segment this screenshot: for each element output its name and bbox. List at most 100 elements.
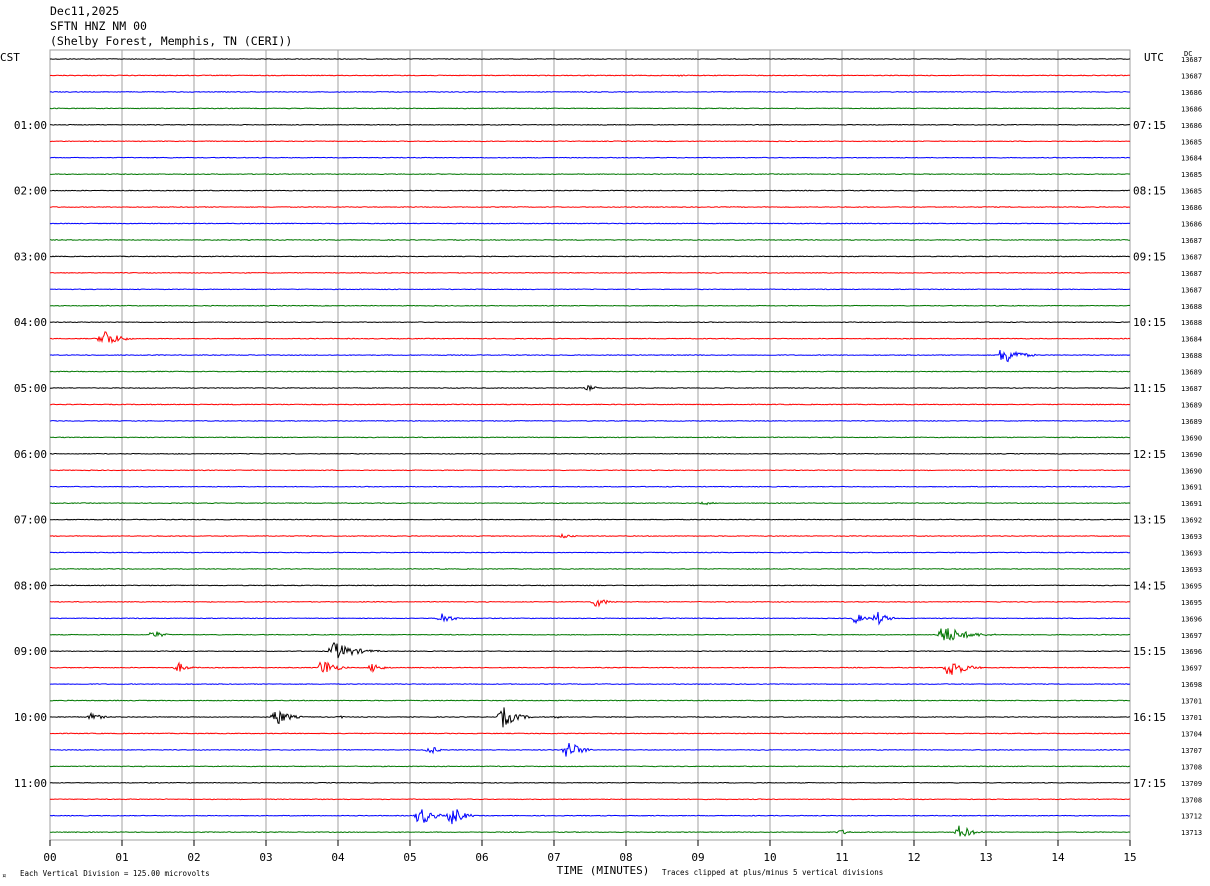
dc-offset-label: 13686 [1181, 204, 1202, 212]
dc-offset-label: 13696 [1181, 648, 1202, 656]
dc-offset-label: 13686 [1181, 105, 1202, 113]
dc-label: DC [1184, 50, 1192, 58]
trace-28 [50, 518, 1131, 521]
dc-offset-label: 13691 [1181, 500, 1202, 508]
dc-offset-label: 13687 [1181, 253, 1202, 261]
dc-offset-label: 13696 [1181, 615, 1202, 623]
x-tick-label-03: 03 [259, 851, 272, 864]
left-hour-label: 09:00 [14, 645, 47, 658]
trace-24 [49, 452, 1131, 455]
dc-offset-label: 13708 [1181, 763, 1202, 771]
left-hour-label: 03:00 [14, 250, 47, 263]
dc-offset-label: 13712 [1181, 813, 1202, 821]
x-tick-label-14: 14 [1051, 851, 1065, 864]
dc-offset-label: 13685 [1181, 138, 1202, 146]
trace-4 [49, 123, 1131, 126]
trace-38 [49, 683, 1131, 685]
dc-offset-label: 13686 [1181, 122, 1202, 130]
dc-offset-label: 13688 [1181, 319, 1202, 327]
x-tick-label-15: 15 [1123, 851, 1136, 864]
right-hour-label: 16:15 [1133, 711, 1166, 724]
dc-offset-label: 13689 [1181, 401, 1202, 409]
dc-offset-label: 13691 [1181, 484, 1202, 492]
x-tick-label-05: 05 [403, 851, 416, 864]
left-hour-label: 10:00 [14, 711, 47, 724]
trace-41 [49, 732, 1131, 735]
plot-header: Dec11,2025 SFTN HNZ NM 00 (Shelby Forest… [50, 4, 292, 49]
dc-offset-label: 13701 [1181, 714, 1202, 722]
trace-21 [49, 403, 1131, 406]
dc-offset-label: 13684 [1181, 336, 1202, 344]
trace-31 [50, 568, 1130, 570]
header-date: Dec11,2025 [50, 4, 120, 18]
trace-15 [49, 304, 1131, 307]
left-hour-label: 04:00 [14, 316, 47, 329]
x-tick-label-01: 01 [115, 851, 128, 864]
trace-10 [49, 222, 1131, 225]
trace-17 [49, 331, 1131, 344]
left-hour-label: 06:00 [14, 448, 47, 461]
dc-offset-label: 13689 [1181, 418, 1202, 426]
trace-35 [49, 628, 1131, 641]
trace-9 [49, 206, 1131, 209]
trace-8 [49, 189, 1130, 192]
dc-offset-label: 13687 [1181, 385, 1202, 393]
dc-offset-label: 13685 [1181, 188, 1202, 196]
header-station: SFTN HNZ NM 00 [50, 19, 147, 33]
scale-note: Each Vertical Division = 125.00 microvol… [20, 869, 210, 878]
trace-37 [50, 661, 1131, 675]
trace-47 [49, 825, 1131, 837]
trace-5 [49, 140, 1131, 143]
right-timezone-label: UTC [1144, 51, 1164, 64]
traces-group [49, 58, 1131, 837]
dc-offset-label: 13695 [1181, 599, 1202, 607]
left-hour-label: 07:00 [14, 514, 47, 527]
trace-46 [49, 809, 1131, 825]
right-hour-label: 15:15 [1133, 645, 1166, 658]
dc-offset-label: 13689 [1181, 369, 1202, 377]
dc-offset-label: 13690 [1181, 467, 1202, 475]
x-tick-label-08: 08 [619, 851, 632, 864]
dc-offset-label: 13693 [1181, 533, 1202, 541]
x-tick-label-04: 04 [331, 851, 345, 864]
dc-offset-label: 13685 [1181, 171, 1202, 179]
dc-offset-label: 13687 [1181, 237, 1202, 245]
grid-lines [49, 50, 1131, 846]
x-tick-label-13: 13 [979, 851, 992, 864]
right-hour-label: 13:15 [1133, 514, 1166, 527]
dc-offset-label: 13698 [1181, 681, 1202, 689]
trace-12 [50, 255, 1131, 258]
right-hour-label: 14:15 [1133, 579, 1166, 592]
trace-18 [49, 349, 1131, 363]
dc-offset-label: 13687 [1181, 286, 1202, 294]
corner-mark: ¤ [2, 872, 6, 880]
x-tick-label-07: 07 [547, 851, 560, 864]
dc-offset-label: 13709 [1181, 780, 1202, 788]
x-tick-label-00: 00 [43, 851, 56, 864]
trace-16 [49, 321, 1131, 324]
dc-offset-label: 13704 [1181, 730, 1202, 738]
header-location: (Shelby Forest, Memphis, TN (CERI)) [50, 34, 293, 48]
trace-20 [49, 384, 1131, 392]
right-hour-label: 10:15 [1133, 316, 1166, 329]
right-hour-label: 11:15 [1133, 382, 1166, 395]
dc-offset-label: 13687 [1181, 270, 1202, 278]
dc-offset-label: 13687 [1181, 72, 1202, 80]
trace-36 [49, 641, 1131, 659]
dc-offset-label: 13686 [1181, 221, 1202, 229]
trace-14 [49, 288, 1131, 291]
dc-offset-label: 13687 [1181, 56, 1202, 64]
trace-40 [49, 707, 1131, 728]
dc-offset-label: 13708 [1181, 796, 1202, 804]
trace-11 [49, 238, 1130, 241]
right-hour-label: 08:15 [1133, 185, 1166, 198]
right-hour-label: 12:15 [1133, 448, 1166, 461]
dc-offset-label: 13688 [1181, 303, 1202, 311]
trace-6 [49, 156, 1131, 159]
dc-offset-label: 13686 [1181, 89, 1202, 97]
trace-27 [49, 501, 1131, 506]
left-timezone-label: CST [0, 51, 20, 64]
trace-25 [49, 469, 1131, 472]
trace-32 [49, 584, 1131, 587]
dc-offset-label: 13701 [1181, 698, 1202, 706]
